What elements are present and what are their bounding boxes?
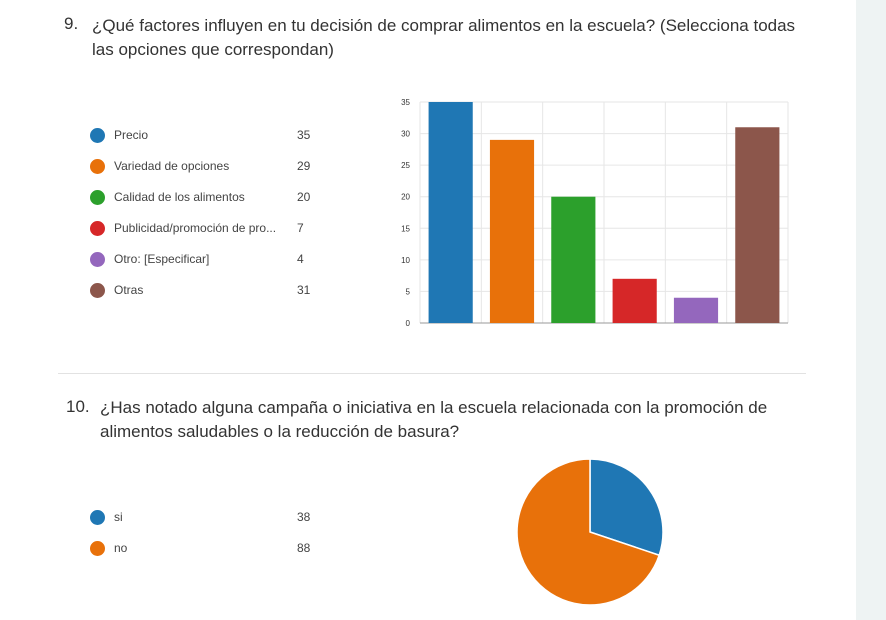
legend-count: 4: [297, 252, 304, 266]
y-tick-label: 30: [401, 130, 410, 139]
bar: [735, 127, 780, 323]
form-results-card: 9. ¿Qué factores influyen en tu decisión…: [0, 0, 856, 620]
y-tick-label: 15: [401, 224, 410, 233]
legend-dot-icon: [90, 159, 105, 174]
legend-dot-icon: [90, 283, 105, 298]
bar: [551, 196, 596, 323]
legend-label: Calidad de los alimentos: [114, 190, 245, 204]
legend-count: 31: [297, 283, 311, 297]
question-10-legend: si 38 no 88: [90, 508, 370, 568]
legend-item: si 38: [90, 508, 350, 528]
question-9-legend: Precio 35 Variedad de opciones 29 Calida…: [90, 126, 370, 316]
bar: [612, 278, 657, 323]
legend-count: 35: [297, 128, 311, 142]
y-tick-label: 20: [401, 193, 410, 202]
bar-chart: 0 5 10 15 20 25 30 35: [401, 98, 789, 328]
legend-item: no 88: [90, 539, 350, 559]
section-divider: [58, 373, 806, 374]
legend-count: 38: [297, 510, 311, 524]
legend-dot-icon: [90, 221, 105, 236]
legend-dot-icon: [90, 541, 105, 556]
legend-count: 7: [297, 221, 304, 235]
legend-count: 88: [297, 541, 311, 555]
legend-label: Variedad de opciones: [114, 159, 230, 173]
pie-slice: [516, 458, 661, 606]
legend-item: Calidad de los alimentos 20: [90, 188, 350, 208]
legend-label: no: [114, 541, 128, 555]
y-tick-label: 25: [401, 161, 410, 170]
legend-item: Precio 35: [90, 126, 350, 146]
pie-slice: [589, 458, 664, 557]
legend-label: Otro: [Especificar]: [114, 252, 210, 266]
y-tick-label: 35: [401, 98, 410, 107]
legend-dot-icon: [90, 190, 105, 205]
legend-count: 20: [297, 190, 311, 204]
question-10-number: 10.: [66, 397, 90, 416]
bar: [428, 102, 473, 323]
question-9-title: ¿Qué factores influyen en tu decisión de…: [92, 16, 796, 59]
legend-label: Precio: [114, 128, 149, 142]
legend-item: Otras 31: [90, 281, 350, 301]
question-10-title: ¿Has notado alguna campaña o iniciativa …: [100, 398, 768, 441]
question-9-number: 9.: [64, 14, 79, 33]
legend-dot-icon: [90, 252, 105, 267]
y-tick-label: 5: [406, 287, 411, 296]
pie-chart: [516, 458, 664, 606]
y-tick-label: 10: [401, 256, 410, 265]
legend-item: Publicidad/promoción de pro... 7: [90, 219, 350, 239]
bar: [673, 297, 719, 323]
bar: [489, 139, 535, 323]
y-tick-label: 0: [406, 319, 411, 328]
legend-label: Publicidad/promoción de pro...: [114, 221, 277, 235]
legend-count: 29: [297, 159, 311, 173]
legend-dot-icon: [90, 510, 105, 525]
legend-item: Variedad de opciones 29: [90, 157, 350, 177]
legend-item: Otro: [Especificar] 4: [90, 250, 350, 270]
legend-label: si: [114, 510, 123, 524]
legend-label: Otras: [114, 283, 144, 297]
legend-dot-icon: [90, 128, 105, 143]
